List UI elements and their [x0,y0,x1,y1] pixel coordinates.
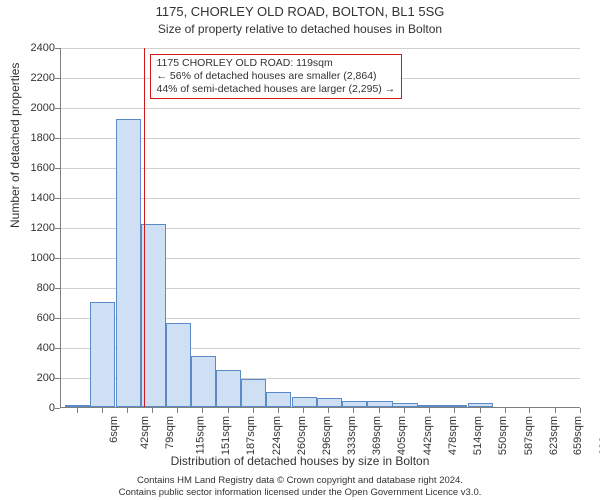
x-tick-label: 260sqm [296,416,308,455]
x-tick-label: 478sqm [447,416,459,455]
x-tick-mark [555,408,556,413]
x-axis-label: Distribution of detached houses by size … [0,454,600,468]
footer: Contains HM Land Registry data © Crown c… [0,475,600,498]
histogram-bar [241,379,266,408]
gridline [61,108,580,109]
histogram-bar [90,302,115,407]
x-tick-label: 369sqm [372,416,384,455]
chart-subtitle: Size of property relative to detached ho… [0,22,600,36]
y-tick-label: 2000 [7,102,55,114]
histogram-bar [116,119,141,407]
annotation-box: 1175 CHORLEY OLD ROAD: 119sqm ← 56% of d… [150,54,403,99]
y-tick-label: 1200 [7,222,55,234]
x-tick-label: 550sqm [497,416,509,455]
histogram-bar [317,398,342,407]
annotation-line-1: 1175 CHORLEY OLD ROAD: 119sqm [157,57,396,70]
x-tick-label: 6sqm [108,416,120,443]
x-tick-label: 405sqm [397,416,409,455]
y-tick-label: 600 [7,312,55,324]
x-tick-mark [228,408,229,413]
y-tick-label: 2200 [7,72,55,84]
x-tick-label: 224sqm [271,416,283,455]
x-tick-mark [580,408,581,413]
x-tick-label: 514sqm [472,416,484,455]
histogram-bar [367,401,392,407]
histogram-bar [392,403,417,408]
property-size-histogram: 1175, CHORLEY OLD ROAD, BOLTON, BL1 5SG … [0,0,600,500]
y-tick-label: 1800 [7,132,55,144]
x-tick-mark [505,408,506,413]
x-tick-mark [177,408,178,413]
x-tick-label: 333sqm [347,416,359,455]
plot-area: 1175 CHORLEY OLD ROAD: 119sqm ← 56% of d… [60,48,580,408]
x-tick-mark [127,408,128,413]
x-tick-mark [303,408,304,413]
x-tick-mark [404,408,405,413]
y-tick-label: 200 [7,372,55,384]
annotation-line-2: ← 56% of detached houses are smaller (2,… [157,70,396,83]
x-tick-label: 42sqm [139,416,151,449]
histogram-bar [468,403,493,407]
x-tick-label: 296sqm [321,416,333,455]
chart-title: 1175, CHORLEY OLD ROAD, BOLTON, BL1 5SG [0,4,600,19]
histogram-bar [292,397,317,408]
histogram-bar [65,405,90,407]
subject-marker-line [144,48,145,407]
x-tick-label: 151sqm [220,416,232,455]
x-tick-label: 79sqm [164,416,176,449]
gridline [61,48,580,49]
histogram-bar [266,392,291,407]
x-tick-label: 659sqm [573,416,585,455]
y-tick-label: 800 [7,282,55,294]
x-tick-mark [529,408,530,413]
histogram-bar [442,405,467,407]
x-tick-mark [353,408,354,413]
annotation-line-3: 44% of semi-detached houses are larger (… [157,83,396,96]
footer-line-1: Contains HM Land Registry data © Crown c… [0,475,600,486]
y-tick-label: 1600 [7,162,55,174]
x-tick-mark [429,408,430,413]
histogram-bar [342,401,367,407]
x-tick-label: 587sqm [523,416,535,455]
x-tick-label: 442sqm [422,416,434,455]
footer-line-2: Contains public sector information licen… [0,487,600,498]
x-tick-mark [102,408,103,413]
x-tick-mark [253,408,254,413]
y-tick-label: 1400 [7,192,55,204]
histogram-bar [216,370,241,408]
histogram-bar [191,356,216,407]
x-tick-mark [454,408,455,413]
x-tick-label: 187sqm [245,416,257,455]
x-tick-mark [77,408,78,413]
x-tick-mark [328,408,329,413]
y-tick-label: 2400 [7,42,55,54]
histogram-bar [417,405,442,407]
histogram-bar [166,323,191,407]
y-tick-mark [55,408,60,409]
y-tick-label: 400 [7,342,55,354]
x-tick-mark [152,408,153,413]
x-tick-mark [480,408,481,413]
y-tick-label: 0 [7,402,55,414]
x-tick-mark [278,408,279,413]
x-tick-label: 115sqm [195,416,207,454]
x-tick-mark [379,408,380,413]
x-tick-label: 623sqm [548,416,560,455]
y-tick-label: 1000 [7,252,55,264]
x-tick-mark [202,408,203,413]
